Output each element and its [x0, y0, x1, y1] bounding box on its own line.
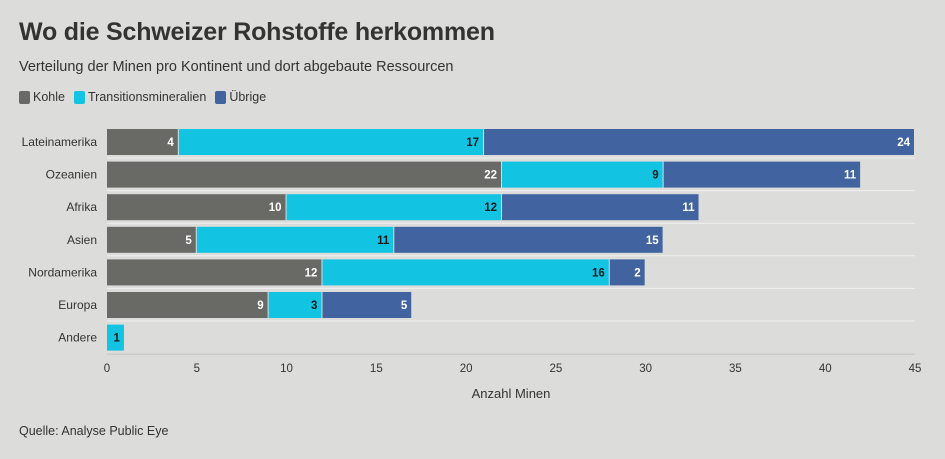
legend-swatch-uebrige — [215, 90, 227, 104]
bar-segment — [322, 259, 609, 286]
legend-label-transitionsmineralien: Transitionsmineralien — [87, 90, 207, 104]
x-tick-label: 5 — [194, 363, 200, 375]
bar-segment — [107, 226, 196, 253]
x-tick-label: 40 — [819, 363, 832, 375]
bar-segment — [178, 129, 484, 155]
legend-label-kohle: Kohle — [33, 90, 65, 104]
data-label: 5 — [401, 300, 408, 312]
x-tick-label: 15 — [370, 363, 383, 375]
legend-swatch-transitionsmineralien — [73, 90, 85, 104]
data-label: 5 — [185, 235, 192, 247]
bar-segment — [107, 129, 178, 155]
source-note: Quelle: Analyse Public Eye — [19, 424, 169, 438]
data-label: 9 — [257, 300, 263, 312]
bar-segment — [322, 292, 412, 318]
x-tick-label: 45 — [909, 363, 922, 375]
data-label: 12 — [484, 202, 497, 214]
data-label: 4 — [167, 137, 174, 149]
bar-segment — [107, 194, 286, 221]
bar-segment — [609, 259, 645, 286]
bar-segment — [107, 292, 268, 318]
bar-segment — [107, 324, 124, 351]
data-label: 16 — [592, 267, 605, 279]
data-label: 10 — [269, 202, 282, 214]
category-label: Lateinamerika — [22, 135, 98, 149]
bar-segment — [107, 259, 322, 286]
bar-segment — [663, 161, 861, 188]
data-label: 15 — [646, 235, 659, 247]
chart-title: Wo die Schweizer Rohstoffe herkommen — [19, 18, 495, 46]
data-label: 11 — [844, 170, 857, 182]
data-label: 3 — [311, 300, 317, 312]
x-axis-label: Anzahl Minen — [472, 386, 551, 401]
legend-item-uebrige: Übrige — [215, 90, 266, 104]
legend-item-kohle: Kohle — [19, 90, 65, 104]
legend-swatch-kohle — [19, 90, 30, 104]
chart-subtitle: Verteilung der Minen pro Kontinent und d… — [19, 59, 454, 75]
data-label: 11 — [682, 202, 695, 214]
bar-segment — [196, 226, 394, 253]
x-tick-label: 0 — [104, 363, 110, 375]
data-label: 24 — [897, 137, 910, 149]
data-label: 9 — [652, 170, 658, 182]
x-tick-label: 25 — [549, 363, 562, 375]
data-label: 17 — [466, 137, 479, 149]
bar-segment — [502, 194, 699, 221]
x-tick-label: 20 — [460, 363, 473, 375]
bar-segment — [107, 161, 502, 188]
bar-segment — [394, 226, 663, 253]
category-label: Ozeanien — [46, 168, 97, 182]
data-label: 2 — [634, 267, 640, 279]
category-label: Asien — [67, 233, 97, 247]
data-label: 11 — [377, 235, 390, 247]
category-label: Europa — [58, 298, 97, 312]
bar-segment — [502, 161, 663, 188]
category-label: Andere — [58, 331, 97, 345]
category-label: Afrika — [66, 200, 97, 214]
data-label: 22 — [484, 170, 497, 182]
bar-segment — [484, 129, 914, 155]
legend: Kohle Transitionsmineralien Übrige — [19, 90, 275, 104]
data-label: 1 — [114, 333, 121, 345]
x-tick-label: 30 — [639, 363, 652, 375]
bar-segment — [268, 292, 322, 318]
legend-item-transitionsmineralien: Transitionsmineralien — [73, 90, 207, 104]
legend-label-uebrige: Übrige — [229, 90, 267, 104]
x-tick-label: 35 — [729, 363, 742, 375]
x-tick-label: 10 — [280, 363, 293, 375]
data-label: 12 — [305, 267, 318, 279]
bar-segment — [286, 194, 502, 221]
category-label: Nordamerika — [28, 265, 97, 279]
